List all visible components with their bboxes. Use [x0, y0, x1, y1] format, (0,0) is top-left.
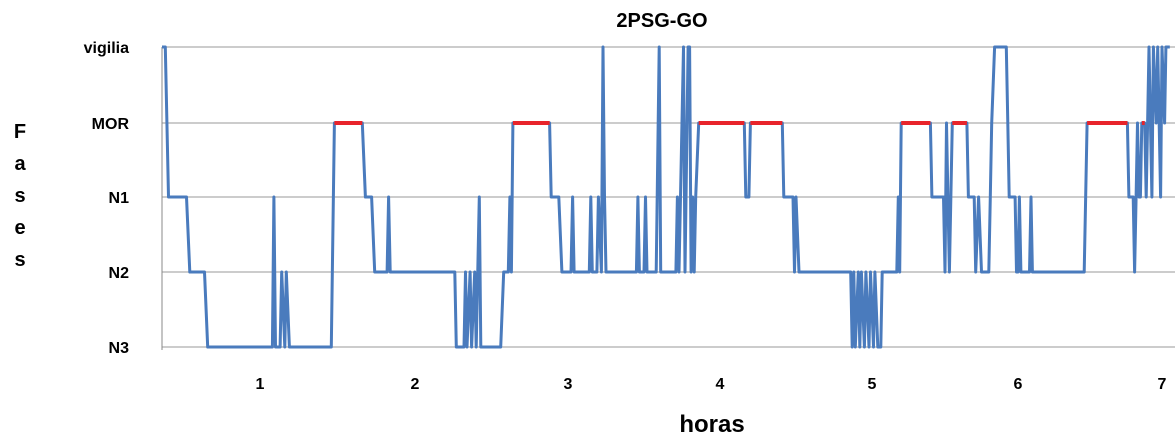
x-tick-label: 6 — [1014, 376, 1023, 393]
y-axis-label-letter: F — [14, 121, 26, 143]
x-axis-tick-labels: 1 2 3 4 5 6 7 — [256, 376, 1167, 393]
x-tick-label: 1 — [256, 376, 265, 393]
y-tick-label: MOR — [92, 116, 130, 133]
gridlines — [161, 46, 1175, 350]
y-axis-label-letter: e — [14, 217, 25, 239]
x-tick-label: 3 — [564, 376, 573, 393]
x-tick-label: 7 — [1158, 376, 1167, 393]
x-tick-label: 5 — [868, 376, 877, 393]
y-tick-label: N3 — [109, 340, 130, 357]
y-axis-label-letter: a — [14, 153, 26, 175]
y-tick-label: vigilia — [84, 40, 129, 57]
y-axis-tick-labels: N3 N2 N1 MOR vigilia — [84, 40, 130, 357]
x-axis-label: horas — [679, 411, 744, 437]
y-tick-label: N1 — [109, 190, 130, 207]
chart-title: 2PSG-GO — [616, 10, 707, 32]
hypnogram-line — [162, 45, 1170, 349]
x-tick-label: 4 — [716, 376, 725, 393]
y-tick-label: N2 — [109, 265, 130, 282]
y-axis-label-letter: s — [14, 249, 25, 271]
y-axis-label-letter: s — [14, 185, 25, 207]
x-tick-label: 2 — [411, 376, 420, 393]
hypnogram-series — [162, 45, 1170, 349]
